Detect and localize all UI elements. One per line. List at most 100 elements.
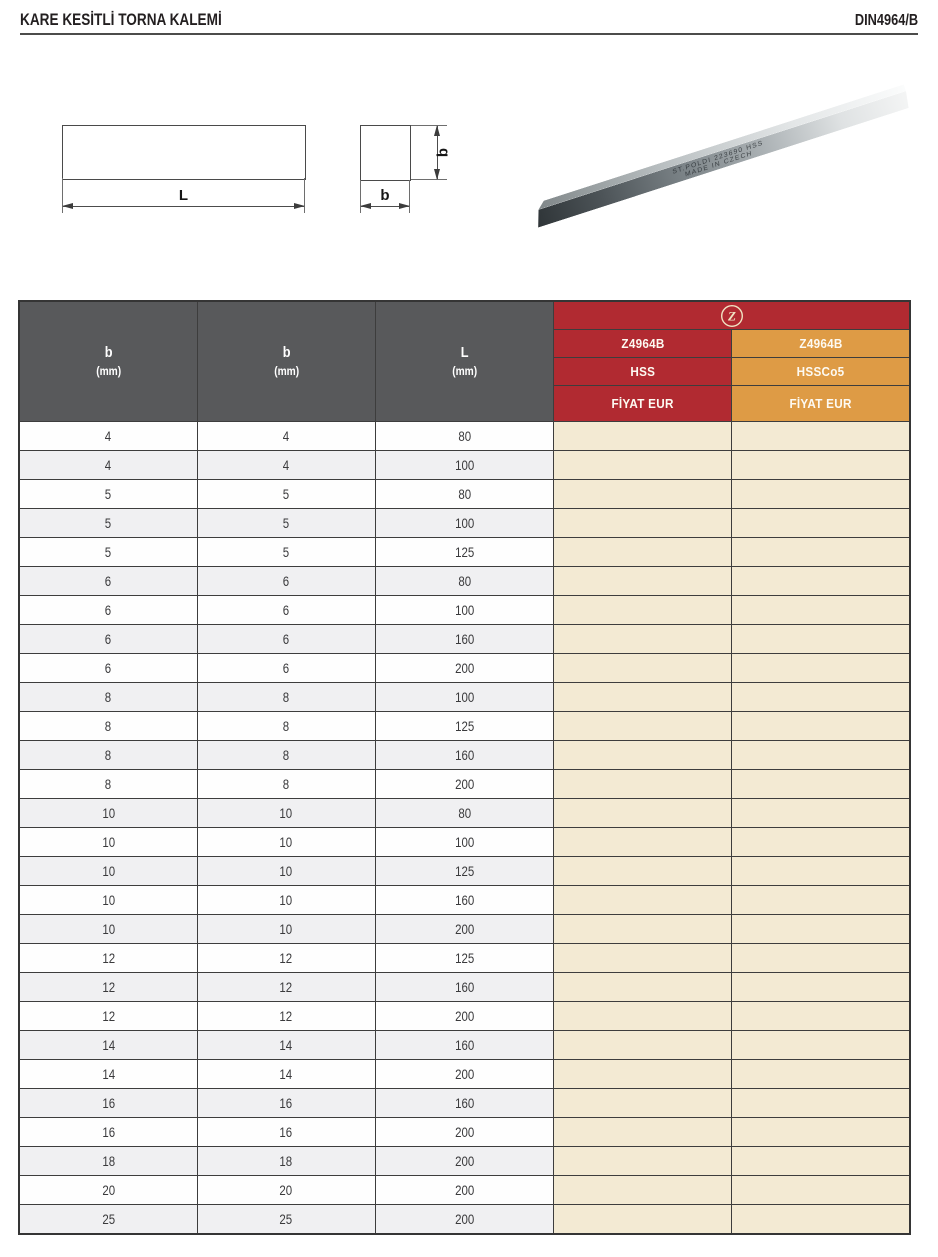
cell-b1: 5	[18, 479, 198, 509]
cell-price-hssco5	[731, 682, 911, 712]
cross-section-outline	[360, 125, 411, 181]
cell-price-hss	[553, 1175, 733, 1205]
cell-b1: 8	[18, 682, 198, 712]
cell-price-hss	[553, 827, 733, 857]
table-row: 8 8 200	[18, 769, 911, 799]
cell-l: 160	[374, 1088, 555, 1118]
cell-l: 80	[374, 566, 555, 596]
cell-price-hss	[553, 943, 733, 973]
cell-l: 200	[374, 914, 555, 944]
variant-material-hssco5: HSSCo5	[731, 357, 911, 386]
page-title: KARE KESİTLİ TORNA KALEMİ	[20, 10, 222, 29]
header-divider	[20, 33, 918, 35]
extension-line	[411, 125, 447, 126]
cell-b2: 25	[196, 1204, 376, 1235]
cell-price-hss	[553, 682, 733, 712]
cell-price-hss	[553, 1030, 733, 1060]
cell-l: 200	[374, 1204, 555, 1235]
cell-price-hss	[553, 1117, 733, 1147]
cell-l: 80	[374, 479, 555, 509]
cell-b2: 6	[196, 595, 376, 625]
extension-line	[62, 178, 63, 213]
cell-b2: 5	[196, 479, 376, 509]
cell-price-hssco5	[731, 885, 911, 915]
col-header-b1: b (mm)	[18, 300, 198, 422]
cell-b2: 8	[196, 769, 376, 799]
cell-l: 125	[374, 856, 555, 886]
cell-price-hss	[553, 856, 733, 886]
table-body: 4 4 80 4 4 100 5 5 80 5 5 100 5 5 125 6 …	[18, 421, 911, 1235]
cell-b2: 10	[196, 914, 376, 944]
cell-price-hssco5	[731, 450, 911, 480]
cell-b2: 8	[196, 740, 376, 770]
table-row: 10 10 100	[18, 827, 911, 857]
table-row: 16 16 160	[18, 1088, 911, 1118]
cell-l: 100	[374, 595, 555, 625]
cell-price-hssco5	[731, 1059, 911, 1089]
brand-band: Z	[553, 300, 911, 330]
price-header-hssco5: FİYAT EUR	[731, 385, 911, 422]
cell-l: 200	[374, 769, 555, 799]
cell-price-hss	[553, 798, 733, 828]
standard-code: DIN4964/B	[854, 12, 918, 29]
cell-price-hss	[553, 537, 733, 567]
cell-price-hss	[553, 508, 733, 538]
dimension-label-height: b	[434, 147, 452, 158]
cell-b1: 6	[18, 653, 198, 683]
cell-price-hss	[553, 740, 733, 770]
cell-b1: 6	[18, 595, 198, 625]
cell-price-hssco5	[731, 1204, 911, 1235]
table-row: 6 6 80	[18, 566, 911, 596]
variant-code-hssco5: Z4964B	[731, 329, 911, 358]
cell-l: 100	[374, 450, 555, 480]
col-header-b2: b (mm)	[196, 300, 376, 422]
table-row: 20 20 200	[18, 1175, 911, 1205]
cell-b2: 16	[196, 1088, 376, 1118]
cell-price-hssco5	[731, 740, 911, 770]
cell-l: 160	[374, 624, 555, 654]
cell-b1: 12	[18, 972, 198, 1002]
cell-l: 80	[374, 421, 555, 451]
cell-price-hss	[553, 1001, 733, 1031]
cell-l: 125	[374, 943, 555, 973]
cell-b2: 18	[196, 1146, 376, 1176]
cell-b1: 8	[18, 769, 198, 799]
dimension-label-length: L	[178, 187, 189, 204]
product-table: b (mm) b (mm) L (mm) Z	[18, 300, 911, 1235]
cell-price-hssco5	[731, 653, 911, 683]
cell-price-hss	[553, 972, 733, 1002]
dimension-line-height	[433, 125, 440, 180]
cell-l: 80	[374, 798, 555, 828]
cell-b1: 10	[18, 856, 198, 886]
cell-b2: 5	[196, 537, 376, 567]
extension-line	[411, 179, 447, 180]
cell-b2: 8	[196, 682, 376, 712]
cell-price-hssco5	[731, 943, 911, 973]
cell-b1: 12	[18, 1001, 198, 1031]
table-row: 8 8 160	[18, 740, 911, 770]
cell-b1: 16	[18, 1117, 198, 1147]
cell-price-hss	[553, 595, 733, 625]
cell-l: 160	[374, 1030, 555, 1060]
cell-l: 200	[374, 1175, 555, 1205]
cell-l: 160	[374, 885, 555, 915]
cell-b1: 10	[18, 798, 198, 828]
cell-b2: 5	[196, 508, 376, 538]
variant-code-hss: Z4964B	[553, 329, 733, 358]
table-row: 10 10 200	[18, 914, 911, 944]
cell-b2: 4	[196, 450, 376, 480]
cell-b2: 12	[196, 943, 376, 973]
dimension-line-width	[360, 202, 410, 209]
cell-price-hssco5	[731, 421, 911, 451]
cell-b1: 10	[18, 827, 198, 857]
table-row: 12 12 200	[18, 1001, 911, 1031]
price-header-hss: FİYAT EUR	[553, 385, 733, 422]
svg-text:Z: Z	[727, 308, 736, 323]
cell-b2: 10	[196, 856, 376, 886]
cell-l: 200	[374, 1146, 555, 1176]
table-row: 12 12 160	[18, 972, 911, 1002]
table-row: 4 4 80	[18, 421, 911, 451]
cell-price-hss	[553, 1146, 733, 1176]
extension-line	[409, 180, 410, 213]
